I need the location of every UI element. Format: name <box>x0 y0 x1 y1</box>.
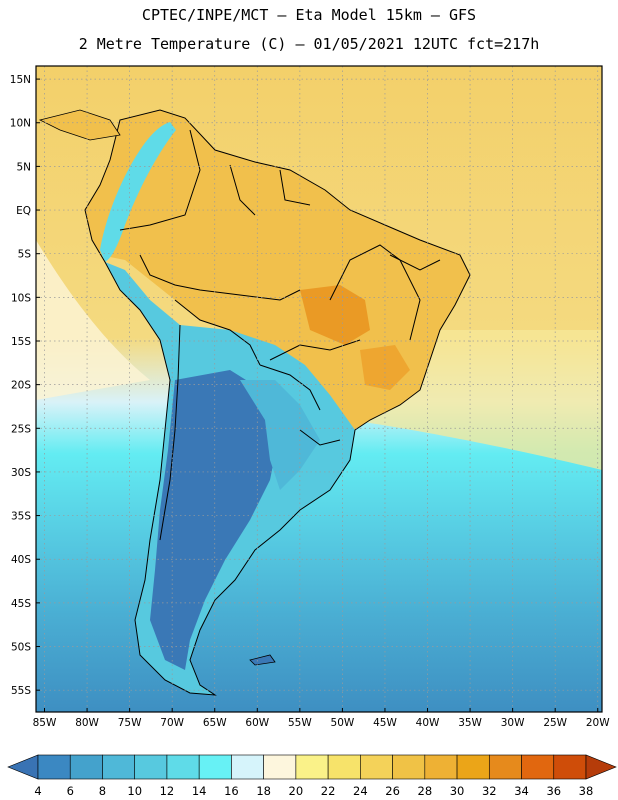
colorbar-label: 14 <box>192 784 207 798</box>
andes-north-cold <box>100 122 176 262</box>
colorbar-label: 20 <box>289 784 304 798</box>
lat-label: 10S <box>11 292 31 304</box>
colorbar-swatch <box>327 754 361 780</box>
lat-label: 45S <box>11 598 31 610</box>
colorbar-label: 30 <box>450 784 465 798</box>
colorbar-label: 4 <box>34 784 41 798</box>
colorbar-label: 34 <box>514 784 529 798</box>
map-frame <box>35 65 603 713</box>
colorbar-swatch <box>231 754 264 780</box>
colorbar-label: 18 <box>256 784 271 798</box>
colorbar-label: 38 <box>579 784 594 798</box>
colorbar: 4 6 8 10 12 14 16 18 20 22 24 26 28 30 32 34 36 38 <box>7 754 617 798</box>
lon-label: 60W <box>245 717 269 729</box>
colorbar-label: 8 <box>99 784 106 798</box>
lon-label: 30W <box>501 717 525 729</box>
lon-label: 80W <box>75 717 99 729</box>
colorbar-min-arrow <box>7 754 39 780</box>
lon-axis-labels: 85W 80W 75W 70W 65W 60W 55W 50W 45W 40W 35W 30W 25W 2… <box>33 708 610 729</box>
colorbar-label: 36 <box>546 784 561 798</box>
lat-label: 5N <box>16 161 31 173</box>
central-america <box>38 109 121 141</box>
colorbar-swatch <box>263 754 297 780</box>
colorbar-swatch <box>424 754 458 780</box>
colorbar-swatch <box>488 754 522 780</box>
colorbar-swatch <box>360 754 393 780</box>
colorbar-label: 22 <box>321 784 336 798</box>
lon-label: 40W <box>416 717 440 729</box>
lat-label: 15S <box>11 336 31 348</box>
lon-label: 25W <box>543 717 567 729</box>
colorbar-label: 12 <box>160 784 175 798</box>
falkland-islands <box>249 654 276 666</box>
colorbar-label: 26 <box>385 784 400 798</box>
colorbar-label: 28 <box>418 784 433 798</box>
lat-label: 20S <box>11 380 31 392</box>
colorbar-max-arrow <box>585 754 617 780</box>
lon-label: 35W <box>458 717 482 729</box>
lon-label: 50W <box>331 717 355 729</box>
colorbar-swatch <box>456 754 490 780</box>
lon-label: 75W <box>118 717 142 729</box>
lat-label: EQ <box>16 205 31 217</box>
colorbar-swatch <box>37 754 71 780</box>
colorbar-swatch <box>392 754 426 780</box>
colorbar-swatch <box>198 754 232 780</box>
colorbar-label: 24 <box>353 784 368 798</box>
colorbar-swatch <box>134 754 168 780</box>
lat-label: 55S <box>11 685 31 697</box>
colorbar-swatch <box>295 754 329 780</box>
lon-label: 55W <box>288 717 312 729</box>
lon-label: 65W <box>203 717 227 729</box>
lat-label: 10N <box>10 118 31 130</box>
lat-label: 15N <box>10 74 31 86</box>
colorbar-swatch <box>69 754 103 780</box>
lat-label: 25S <box>11 423 31 435</box>
map-subtitle: 2 Metre Temperature (C) – 01/05/2021 12U… <box>78 35 540 53</box>
lat-label: 40S <box>11 554 31 566</box>
lat-label: 35S <box>11 511 31 523</box>
colorbar-swatch <box>521 754 555 780</box>
lon-label: 20W <box>586 717 610 729</box>
colorbar-label: 6 <box>67 784 74 798</box>
colorbar-swatch <box>102 754 136 780</box>
lat-label: 30S <box>11 467 31 479</box>
lon-label: 85W <box>33 717 57 729</box>
lat-axis-labels: 15N 10N 5N EQ 5S 10S 15S 20S 25S 30S 35S 40S 45S 50S 5… <box>10 74 40 697</box>
lat-label: 5S <box>18 249 32 261</box>
colorbar-label: 10 <box>127 784 142 798</box>
map-title: CPTEC/INPE/MCT – Eta Model 15km – GFS <box>141 6 477 24</box>
colorbar-swatch <box>166 754 200 780</box>
patagonia-coldest <box>150 370 280 670</box>
colorbar-label: 32 <box>482 784 497 798</box>
hot-core-brazil <box>300 285 370 345</box>
pacific-cool-strip <box>36 240 150 400</box>
lon-label: 70W <box>160 717 184 729</box>
colorbar-label: 16 <box>224 784 239 798</box>
lat-label: 50S <box>11 642 31 654</box>
lon-label: 45W <box>373 717 397 729</box>
colorbar-swatch <box>553 754 587 780</box>
